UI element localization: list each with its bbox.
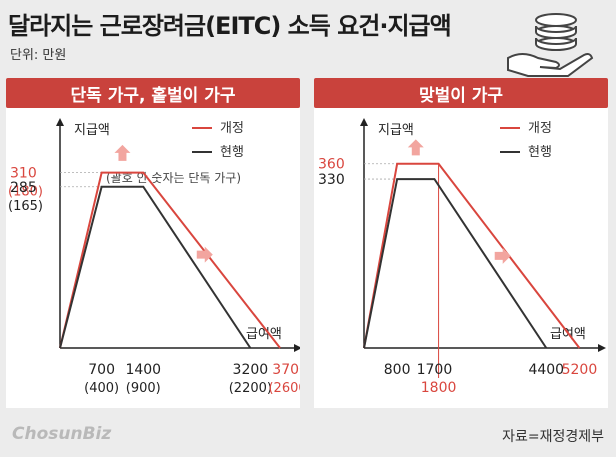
publisher-logo: ChosunBiz <box>12 424 112 444</box>
y-tick-label: 310 <box>10 166 37 182</box>
y-axis-arrow-icon <box>360 118 368 126</box>
series-line-1 <box>59 185 252 349</box>
page-title: 달라지는 근로장려금(EITC) 소득 요건·지급액 <box>8 12 452 40</box>
legend-label-1: 현행 <box>528 144 552 160</box>
x-tick-label: 1400 <box>125 362 161 378</box>
y-axis-label: 지급액 <box>74 123 110 138</box>
legend-label-0: 개정 <box>528 121 552 136</box>
x-tick-label: 5200 <box>562 362 598 378</box>
x-tick-sublabel: (2600) <box>268 381 300 396</box>
unit-label: 단위: 만원 <box>10 48 67 63</box>
source-note: 자료=재정경제부 <box>502 429 604 445</box>
y-tick-label: 285 <box>10 180 37 196</box>
x-tick-label: 3700 <box>272 362 300 378</box>
shift-arrow-icon-0 <box>407 139 424 156</box>
series-line-1 <box>363 178 548 349</box>
x-tick-label: 800 <box>384 362 411 378</box>
x-tick-label: 1800 <box>421 380 457 396</box>
x-axis-arrow-icon <box>294 344 302 352</box>
legend-label-1: 현행 <box>220 144 244 160</box>
y-tick-sublabel: (180) <box>8 185 43 200</box>
y-tick-sublabel: (165) <box>8 199 43 214</box>
panel-header-single: 단독 가구, 홑벌이 가구 <box>6 78 300 108</box>
x-axis-label: 급여액 <box>246 327 282 342</box>
shift-arrow-icon-1 <box>196 246 213 263</box>
x-tick-sublabel: (400) <box>84 381 119 396</box>
coin-hand-icon <box>507 13 594 77</box>
shift-arrow-icon-1 <box>494 247 511 264</box>
series-line-0 <box>363 162 581 349</box>
chart-note: (괄호 안 숫자는 단독 가구) <box>106 171 241 185</box>
y-tick-label: 330 <box>318 172 345 188</box>
legend-label-0: 개정 <box>220 121 244 136</box>
x-tick-label: 4400 <box>528 362 564 378</box>
x-tick-label: 3200 <box>233 362 269 378</box>
x-tick-label: 700 <box>88 362 115 378</box>
y-axis-arrow-icon <box>56 118 64 126</box>
x-tick-label: 1700 <box>417 362 453 378</box>
x-axis-arrow-icon <box>598 344 606 352</box>
x-tick-sublabel: (900) <box>126 381 161 396</box>
series-line-0 <box>59 171 281 349</box>
y-axis-label: 지급액 <box>378 123 414 138</box>
panel-header-dual: 맞벌이 가구 <box>314 78 608 108</box>
x-tick-sublabel: (2200) <box>229 381 272 396</box>
shift-arrow-icon-0 <box>114 144 131 161</box>
y-tick-label: 360 <box>318 157 345 173</box>
chart-panel-dual: 지급액 급여액 개정 현행 360 330 800 1700 1800 4400 5200 <box>314 108 608 408</box>
